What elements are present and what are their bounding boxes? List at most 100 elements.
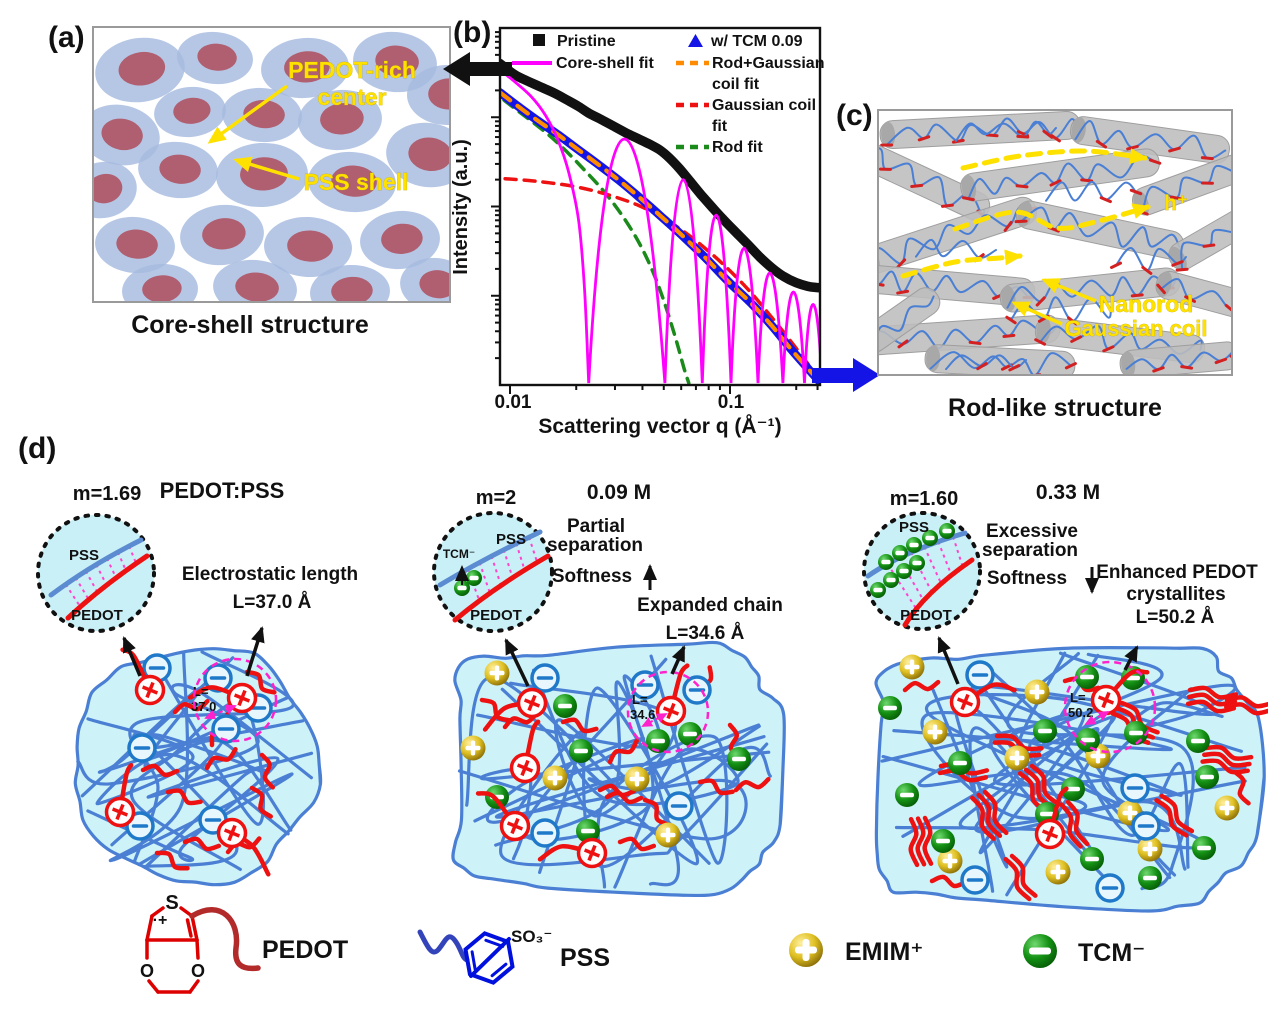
pedot-cation-icon bbox=[949, 682, 1017, 718]
tcm-anion-icon bbox=[895, 783, 919, 807]
pedot-cation-icon bbox=[1034, 786, 1069, 850]
core-shell-grain bbox=[95, 37, 185, 103]
emim-cation-icon bbox=[655, 822, 681, 848]
tcm-anion-icon bbox=[1124, 721, 1148, 745]
length-circle-3 bbox=[1063, 660, 1157, 754]
tcm-anion-icon bbox=[948, 751, 972, 775]
pss-so3-group: SO₃⁻ bbox=[511, 927, 552, 946]
core-shell-grain bbox=[177, 31, 253, 85]
plot-ticks bbox=[491, 31, 819, 394]
core-shell-grain bbox=[154, 86, 226, 138]
legend-tcm: w/ TCM 0.09 bbox=[710, 33, 803, 50]
pedot-crystallite bbox=[1003, 853, 1038, 902]
gaussian-coil-arrow-icon bbox=[1011, 301, 1063, 326]
tcm-anion-icon bbox=[1033, 719, 1057, 743]
annotation-pedot-rich: PEDOT-rich bbox=[288, 57, 416, 83]
nanorod-shape bbox=[1168, 209, 1231, 272]
tcm-anion-icon bbox=[883, 572, 899, 588]
pss-anion-icon bbox=[1095, 873, 1125, 903]
blob1-note-arrow-icon bbox=[245, 626, 265, 677]
tcm-anion-icon bbox=[939, 523, 955, 539]
emim-cation-icon bbox=[937, 848, 963, 874]
inset-pss-chain bbox=[48, 537, 144, 598]
col2-note-value: L=34.6 Å bbox=[666, 623, 745, 644]
pss-anion-icon bbox=[530, 663, 560, 693]
pedot-cation-icon bbox=[216, 817, 271, 877]
m-value-3: m=1.60 bbox=[890, 488, 958, 510]
arrow-to-panel-c-icon bbox=[812, 358, 880, 392]
legend-gauss: Gaussian coil bbox=[712, 97, 816, 114]
hole-path-arrow-icon bbox=[952, 203, 1151, 232]
col1-title: PEDOT:PSS bbox=[160, 478, 285, 503]
pedot-o2-atom: O bbox=[191, 961, 205, 981]
curve-core-shell-fit bbox=[500, 68, 820, 384]
panel-b-label: (b) bbox=[453, 16, 491, 49]
molecule-pedot: S ·+ O O bbox=[140, 892, 261, 994]
tcm-anion-icon bbox=[553, 694, 577, 718]
inset2-tcm-label: TCM⁻ bbox=[443, 547, 475, 561]
nanorod-shape bbox=[879, 196, 1039, 274]
pss-anion-icon bbox=[682, 675, 712, 705]
panel-a: (a) PEDOT-rich center PSS shell Core-she… bbox=[48, 21, 451, 339]
nanorod-shape bbox=[1070, 116, 1230, 164]
arrow-to-panel-a-icon bbox=[443, 52, 512, 86]
legend-pedot-label: PEDOT bbox=[262, 936, 348, 964]
legend-pristine-marker bbox=[533, 34, 545, 46]
core-shell-grain bbox=[95, 216, 175, 274]
pedot-pss-blob-033M bbox=[874, 646, 1268, 913]
blob2-inset-arrow-icon bbox=[504, 638, 530, 687]
tcm-anion-icon bbox=[878, 696, 902, 720]
y-axis-label: Intensity (a.u.) bbox=[450, 139, 472, 275]
curve-pristine bbox=[500, 58, 820, 293]
panel-a-caption: Core-shell structure bbox=[131, 311, 369, 339]
curve-rod-fit bbox=[502, 98, 691, 385]
tcm-anion-icon bbox=[909, 555, 925, 571]
pedot-pss-blob-pristine bbox=[73, 647, 323, 887]
emim-cation-icon bbox=[484, 660, 510, 686]
core-shell-grain bbox=[261, 37, 349, 99]
core-shell-grain bbox=[298, 89, 382, 151]
core-shell-grain bbox=[407, 65, 449, 125]
core-shell-grain bbox=[400, 257, 449, 301]
x-tick-01: 0.1 bbox=[718, 392, 745, 413]
pss-anion-icon bbox=[1131, 811, 1161, 841]
inset-pedot-chain bbox=[902, 557, 975, 628]
hole-path-arrow-icon bbox=[960, 148, 1148, 171]
nanorod-shape bbox=[879, 287, 941, 353]
tcm-anion-icon bbox=[1080, 847, 1104, 871]
pss-anion-icon bbox=[211, 714, 241, 744]
legend-tcm-label: TCM⁻ bbox=[1078, 939, 1145, 967]
hole-label: h⁺ bbox=[1164, 192, 1188, 215]
inset-pss-chain bbox=[437, 529, 543, 588]
free-gaussian-coil bbox=[1045, 180, 1143, 204]
emim-cation-icon bbox=[460, 735, 486, 761]
pss-anion-icon bbox=[965, 660, 995, 690]
col3-note-value: L=50.2 Å bbox=[1136, 607, 1215, 628]
core-shell-grain bbox=[94, 104, 160, 166]
legend-pss-label: PSS bbox=[560, 944, 610, 972]
core-shell-grain bbox=[180, 204, 264, 266]
panel-c-caption: Rod-like structure bbox=[948, 394, 1162, 422]
tcm-anion-icon bbox=[569, 739, 593, 763]
nanorod-shape bbox=[1119, 341, 1231, 374]
free-gaussian-coil bbox=[945, 354, 1027, 372]
inset-pedot-chain bbox=[452, 553, 551, 623]
panel-a-label: (a) bbox=[48, 21, 85, 54]
col2-L-value: 34.6 bbox=[630, 707, 655, 722]
tcm-anion-icon bbox=[1076, 728, 1100, 752]
free-gaussian-coil bbox=[955, 120, 1057, 142]
nanorod-label: Nanorod bbox=[1099, 291, 1194, 317]
pss-anion-icon bbox=[203, 663, 233, 693]
core-shell-grain bbox=[310, 264, 390, 301]
inset2-pss-label: PSS bbox=[496, 531, 526, 548]
hole-transport-paths bbox=[900, 148, 1151, 279]
pss-anion-icon bbox=[127, 733, 157, 763]
pedot-cation-icon bbox=[1090, 669, 1150, 716]
tcm-anion-icon bbox=[892, 545, 908, 561]
tcm-anion-icon bbox=[466, 570, 482, 586]
free-gaussian-coil bbox=[1110, 247, 1187, 275]
blob3-inset-arrow-icon bbox=[937, 636, 960, 685]
tcm-anion-icon bbox=[1195, 765, 1219, 789]
gaussian-coil-label: Gaussian coil bbox=[1064, 316, 1207, 341]
